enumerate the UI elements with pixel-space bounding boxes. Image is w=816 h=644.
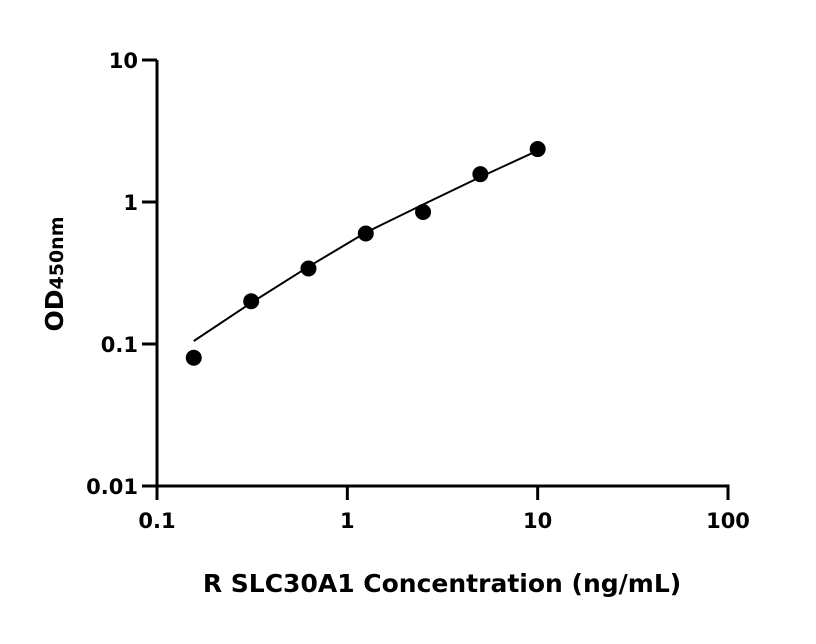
data-point (529, 141, 546, 158)
x-tick-label: 10 (523, 509, 552, 533)
data-point (415, 204, 432, 221)
x-axis-label: R SLC30A1 Concentration (ng/mL) (203, 569, 681, 598)
data-points (185, 141, 546, 366)
y-axis-label-sub: 450nm (46, 216, 68, 289)
y-tick-label: 0.01 (86, 475, 138, 499)
data-point (243, 293, 260, 310)
y-tick-label: 0.1 (101, 333, 138, 357)
y-tick-label: 1 (123, 191, 138, 215)
x-tick-label: 0.1 (138, 509, 175, 533)
data-point (300, 260, 317, 277)
data-point (472, 166, 489, 183)
data-point (185, 349, 202, 366)
data-point (357, 225, 374, 242)
y-tick-label: 10 (109, 49, 138, 73)
y-axis-label-main: OD (40, 289, 69, 331)
svg-text:OD450nm: OD450nm (40, 216, 69, 331)
y-axis-label: OD450nm (40, 216, 69, 331)
x-tick-label: 1 (340, 509, 355, 533)
x-tick-label: 100 (706, 509, 750, 533)
